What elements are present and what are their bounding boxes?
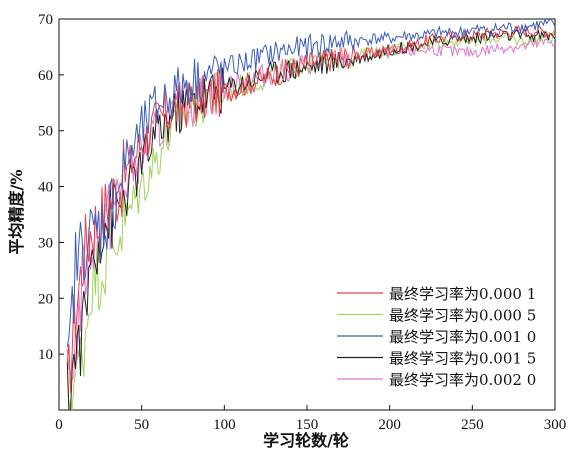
x-tick-label: 100 — [213, 417, 236, 433]
ticks-layer: 0 50 100 150 200 250 300 10 20 30 40 50 60 70 — [38, 12, 566, 433]
y-tick-label: 10 — [38, 347, 53, 363]
y-tick-label: 20 — [38, 291, 53, 307]
y-tick-label: 30 — [38, 235, 53, 251]
y-tick-label: 40 — [38, 180, 53, 196]
series-line — [66, 23, 555, 394]
legend-label: 最终学习率为0.002 0 — [389, 371, 536, 389]
x-tick-label: 300 — [544, 417, 567, 433]
y-tick-label: 50 — [38, 124, 53, 140]
x-tick-label: 250 — [461, 417, 484, 433]
legend-label: 最终学习率为0.001 5 — [389, 350, 536, 368]
x-tick-label: 200 — [378, 417, 401, 433]
series-layer — [66, 19, 555, 410]
series-line — [66, 28, 555, 410]
x-axis-label: 学习轮数/轮 — [263, 431, 349, 450]
x-tick-label: 150 — [296, 417, 319, 433]
series-line — [66, 19, 555, 348]
legend-label: 最终学习率为0.000 5 — [389, 307, 536, 325]
y-axis-label: 平均精度/% — [7, 169, 26, 254]
y-tick-label: 70 — [38, 12, 53, 28]
x-tick-label: 0 — [55, 417, 63, 433]
x-tick-label: 50 — [134, 417, 149, 433]
y-tick-label: 60 — [38, 68, 53, 84]
legend-label: 最终学习率为0.000 1 — [389, 285, 536, 303]
legend-label: 最终学习率为0.001 0 — [389, 328, 536, 346]
legend: 最终学习率为0.000 1 最终学习率为0.000 5 最终学习率为0.001 0 最… — [337, 285, 536, 389]
